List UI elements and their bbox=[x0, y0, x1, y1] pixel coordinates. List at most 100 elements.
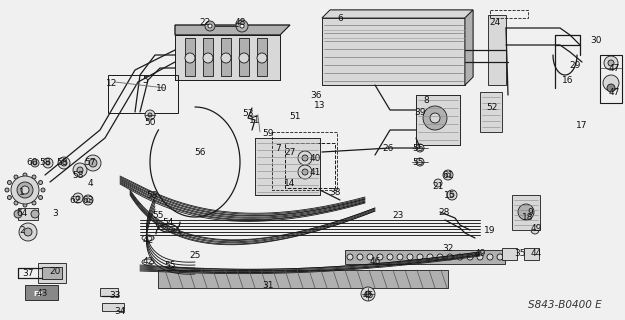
Circle shape bbox=[39, 180, 42, 185]
Circle shape bbox=[23, 203, 27, 207]
Polygon shape bbox=[322, 18, 465, 85]
Circle shape bbox=[89, 159, 97, 167]
Polygon shape bbox=[255, 138, 320, 195]
Bar bbox=[203, 38, 213, 76]
Text: 35: 35 bbox=[514, 249, 526, 258]
Text: 50: 50 bbox=[144, 117, 156, 126]
Bar bbox=[38, 263, 66, 283]
Text: 49: 49 bbox=[530, 223, 542, 233]
Bar bbox=[102, 303, 124, 311]
Text: 8: 8 bbox=[423, 95, 429, 105]
Circle shape bbox=[17, 182, 33, 198]
Circle shape bbox=[33, 161, 37, 165]
Text: 1: 1 bbox=[19, 188, 25, 196]
Circle shape bbox=[8, 196, 11, 199]
Bar bbox=[524, 248, 539, 260]
Bar bbox=[257, 38, 267, 76]
Text: 47: 47 bbox=[608, 87, 619, 97]
Bar bbox=[108, 75, 178, 113]
Circle shape bbox=[208, 24, 212, 28]
Text: 58: 58 bbox=[72, 171, 84, 180]
Polygon shape bbox=[416, 95, 460, 145]
Text: 64: 64 bbox=[16, 209, 28, 218]
Circle shape bbox=[240, 24, 244, 28]
Text: 27: 27 bbox=[284, 148, 296, 156]
Circle shape bbox=[236, 20, 248, 32]
Bar bbox=[502, 248, 517, 260]
Text: 14: 14 bbox=[284, 179, 296, 188]
Circle shape bbox=[239, 53, 249, 63]
Text: 4: 4 bbox=[88, 179, 93, 188]
Bar bbox=[158, 270, 448, 288]
Text: 7: 7 bbox=[275, 143, 281, 153]
Bar bbox=[42, 267, 62, 279]
Text: 38: 38 bbox=[329, 188, 341, 196]
Polygon shape bbox=[465, 10, 473, 85]
Circle shape bbox=[302, 155, 308, 161]
Bar bbox=[285, 143, 335, 188]
Circle shape bbox=[434, 179, 442, 187]
Circle shape bbox=[31, 159, 39, 167]
Bar bbox=[512, 195, 540, 230]
Circle shape bbox=[145, 110, 155, 120]
Text: 53: 53 bbox=[242, 108, 254, 117]
Circle shape bbox=[497, 254, 503, 260]
Circle shape bbox=[607, 84, 615, 92]
Text: 41: 41 bbox=[309, 167, 321, 177]
Circle shape bbox=[221, 53, 231, 63]
Text: S843-B0400 E: S843-B0400 E bbox=[528, 300, 602, 310]
Circle shape bbox=[24, 228, 32, 236]
Text: 37: 37 bbox=[22, 268, 34, 277]
Circle shape bbox=[467, 254, 473, 260]
Text: 9: 9 bbox=[527, 207, 533, 217]
Circle shape bbox=[77, 167, 83, 173]
Circle shape bbox=[14, 201, 18, 205]
Text: 16: 16 bbox=[562, 76, 574, 84]
Text: 51: 51 bbox=[289, 111, 301, 121]
Circle shape bbox=[14, 210, 22, 218]
Circle shape bbox=[487, 254, 493, 260]
Circle shape bbox=[603, 75, 619, 91]
Text: 11: 11 bbox=[249, 116, 261, 124]
Polygon shape bbox=[25, 285, 58, 300]
Circle shape bbox=[302, 169, 308, 175]
Text: 60: 60 bbox=[26, 157, 38, 166]
Circle shape bbox=[437, 254, 443, 260]
Circle shape bbox=[361, 287, 375, 301]
Text: 40: 40 bbox=[309, 154, 321, 163]
Circle shape bbox=[31, 210, 39, 218]
Circle shape bbox=[11, 176, 39, 204]
Circle shape bbox=[298, 151, 312, 165]
Text: 58: 58 bbox=[56, 157, 68, 166]
Circle shape bbox=[19, 223, 37, 241]
Text: 49: 49 bbox=[474, 249, 486, 258]
Circle shape bbox=[397, 254, 403, 260]
Circle shape bbox=[257, 53, 267, 63]
Text: 44: 44 bbox=[531, 249, 542, 258]
Circle shape bbox=[73, 163, 87, 177]
Text: 33: 33 bbox=[109, 291, 121, 300]
Circle shape bbox=[518, 204, 534, 220]
Circle shape bbox=[457, 254, 463, 260]
Circle shape bbox=[43, 158, 53, 168]
Text: 59: 59 bbox=[262, 129, 274, 138]
Text: 2: 2 bbox=[19, 226, 25, 235]
Bar bbox=[221, 38, 231, 76]
Circle shape bbox=[203, 53, 213, 63]
Circle shape bbox=[5, 188, 9, 192]
Circle shape bbox=[377, 254, 383, 260]
Text: 61: 61 bbox=[442, 171, 454, 180]
Text: 25: 25 bbox=[189, 251, 201, 260]
Text: 45: 45 bbox=[362, 292, 374, 300]
Circle shape bbox=[185, 53, 195, 63]
Text: 63: 63 bbox=[82, 196, 94, 204]
Circle shape bbox=[347, 254, 353, 260]
Circle shape bbox=[205, 21, 215, 31]
Text: 13: 13 bbox=[314, 100, 326, 109]
Text: 46: 46 bbox=[369, 258, 381, 267]
Circle shape bbox=[365, 291, 371, 297]
Text: 55: 55 bbox=[412, 143, 424, 153]
Text: 12: 12 bbox=[106, 78, 118, 87]
Text: 62: 62 bbox=[69, 196, 81, 204]
Circle shape bbox=[32, 175, 36, 179]
